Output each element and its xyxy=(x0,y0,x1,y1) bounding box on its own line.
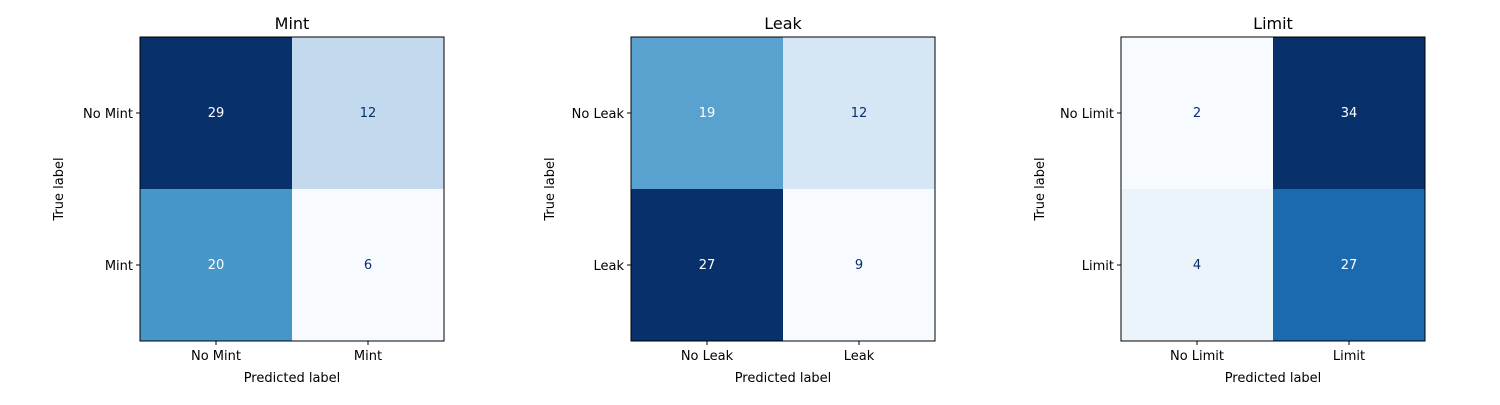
cell-value: 12 xyxy=(360,106,377,121)
cell-value: 9 xyxy=(855,258,863,273)
x-tick-label: No Leak xyxy=(681,349,734,364)
confusion-matrix-1: 19 12 27 9 No Leak Leak No Leak Leak Leak Predict… xyxy=(543,14,936,386)
matrix-cell xyxy=(292,189,444,341)
x-tick-label: No Limit xyxy=(1170,349,1224,364)
axes-frame xyxy=(139,36,445,342)
y-axis-label: True label xyxy=(1033,157,1048,221)
confusion-matrix-0: 29 12 20 6 No Mint Mint No Mint Mint Mint Predict… xyxy=(52,14,445,386)
cell-value: 20 xyxy=(208,258,225,273)
x-axis-label: Predicted label xyxy=(735,371,832,386)
chart-title: Limit xyxy=(1253,14,1293,33)
matrix-cell xyxy=(1273,37,1425,189)
chart-title: Leak xyxy=(764,14,802,33)
x-tick-label: Limit xyxy=(1333,349,1365,364)
confusion-matrix-2: 2 34 4 27 No Limit Limit No Limit Limit Limit Pre… xyxy=(1033,14,1426,386)
cell-value: 2 xyxy=(1193,106,1201,121)
matrix-cell xyxy=(631,189,783,341)
axes-frame xyxy=(1120,36,1426,342)
matrix-cell xyxy=(783,37,935,189)
cell-value: 34 xyxy=(1341,106,1358,121)
cell-value: 27 xyxy=(1341,258,1358,273)
matrix-cell xyxy=(1121,189,1273,341)
cell-value: 6 xyxy=(364,258,372,273)
y-axis-label: True label xyxy=(543,157,558,221)
x-axis-label: Predicted label xyxy=(1225,371,1322,386)
chart-title: Mint xyxy=(275,14,310,33)
matrix-cell xyxy=(140,37,292,189)
matrix-cell xyxy=(292,37,444,189)
cell-value: 19 xyxy=(699,106,716,121)
matrix-cell xyxy=(140,189,292,341)
cell-value: 27 xyxy=(699,258,716,273)
matrix-cell xyxy=(1273,189,1425,341)
cell-value: 29 xyxy=(208,106,225,121)
x-axis-label: Predicted label xyxy=(244,371,341,386)
x-tick-label: Leak xyxy=(844,349,875,364)
matrix-cell xyxy=(1121,37,1273,189)
matrix-cell xyxy=(783,189,935,341)
y-tick-label: No Leak xyxy=(572,107,625,122)
matrix-cell xyxy=(631,37,783,189)
y-tick-label: Leak xyxy=(593,259,624,274)
y-axis-label: True label xyxy=(52,157,67,221)
cell-value: 12 xyxy=(851,106,868,121)
y-tick-label: Mint xyxy=(105,259,133,274)
x-tick-label: Mint xyxy=(354,349,382,364)
y-tick-label: No Limit xyxy=(1060,107,1114,122)
y-tick-label: No Mint xyxy=(83,107,133,122)
cell-value: 4 xyxy=(1193,258,1201,273)
x-tick-label: No Mint xyxy=(191,349,241,364)
y-tick-label: Limit xyxy=(1082,259,1114,274)
axes-frame xyxy=(630,36,936,342)
